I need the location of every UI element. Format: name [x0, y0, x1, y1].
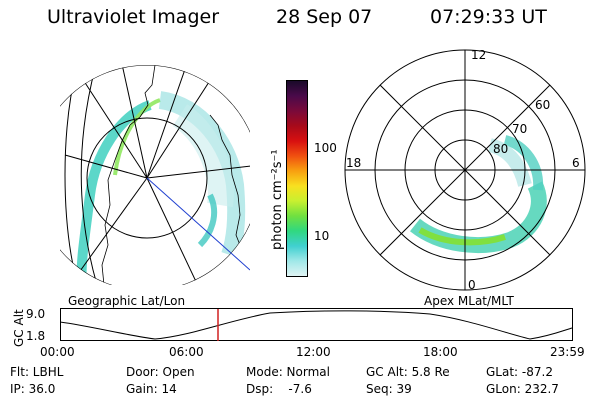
observation-date: 28 Sep 07: [276, 6, 373, 28]
colorbar-label: photon cm⁻²s⁻¹: [270, 149, 285, 250]
terminator-line: [146, 177, 250, 271]
info-glon: GLon: 232.7: [486, 382, 559, 396]
info-ip: IP: 36.0: [10, 382, 56, 396]
info-gcalt: GC Alt: 5.8 Re: [366, 365, 450, 379]
colorbar: [286, 80, 308, 277]
info-mode: Mode: Normal: [246, 365, 330, 379]
time-tick-1200: 12:00: [296, 345, 331, 359]
polar-grid: [344, 49, 586, 291]
altitude-curve: [60, 310, 573, 340]
time-tick-2359: 23:59: [550, 345, 585, 359]
polar-plot-panel: 12 18 6 0 60 70 80: [344, 48, 586, 292]
auroral-oval-emission: [76, 91, 246, 285]
polar-emission: [410, 135, 547, 253]
observation-time: 07:29:33 UT: [430, 6, 547, 28]
lat-label-60: 60: [535, 98, 550, 112]
time-tick-0600: 06:00: [169, 345, 204, 359]
altitude-chart: [60, 308, 573, 341]
info-dsp: Dsp: -7.6: [246, 382, 312, 396]
altitude-ylabel: GC Alt: [12, 309, 26, 347]
mlt-label-6: 6: [572, 156, 580, 170]
lat-label-70: 70: [512, 122, 527, 136]
info-seq: Seq: 39: [366, 382, 412, 396]
instrument-title: Ultraviolet Imager: [47, 6, 220, 28]
lat-label-80: 80: [493, 142, 508, 156]
altitude-ytick-high: 9.0: [26, 307, 46, 321]
geographic-map-panel: [60, 65, 250, 285]
info-glat: GLat: -87.2: [486, 365, 553, 379]
mlt-label-18: 18: [346, 156, 361, 170]
colorbar-tick-10: 10: [314, 229, 330, 243]
mlt-label-12: 12: [471, 48, 486, 62]
time-tick-0000: 00:00: [40, 345, 75, 359]
info-flt: Flt: LBHL: [10, 365, 64, 379]
left-panel-label: Geographic Lat/Lon: [68, 294, 186, 308]
time-tick-1800: 18:00: [423, 345, 458, 359]
info-door: Door: Open: [126, 365, 195, 379]
info-gain: Gain: 14: [126, 382, 177, 396]
right-panel-label: Apex MLat/MLT: [424, 294, 514, 308]
mlt-label-0: 0: [468, 278, 476, 292]
colorbar-tick-100: 100: [314, 141, 337, 155]
altitude-ytick-low: 1.8: [26, 329, 46, 343]
